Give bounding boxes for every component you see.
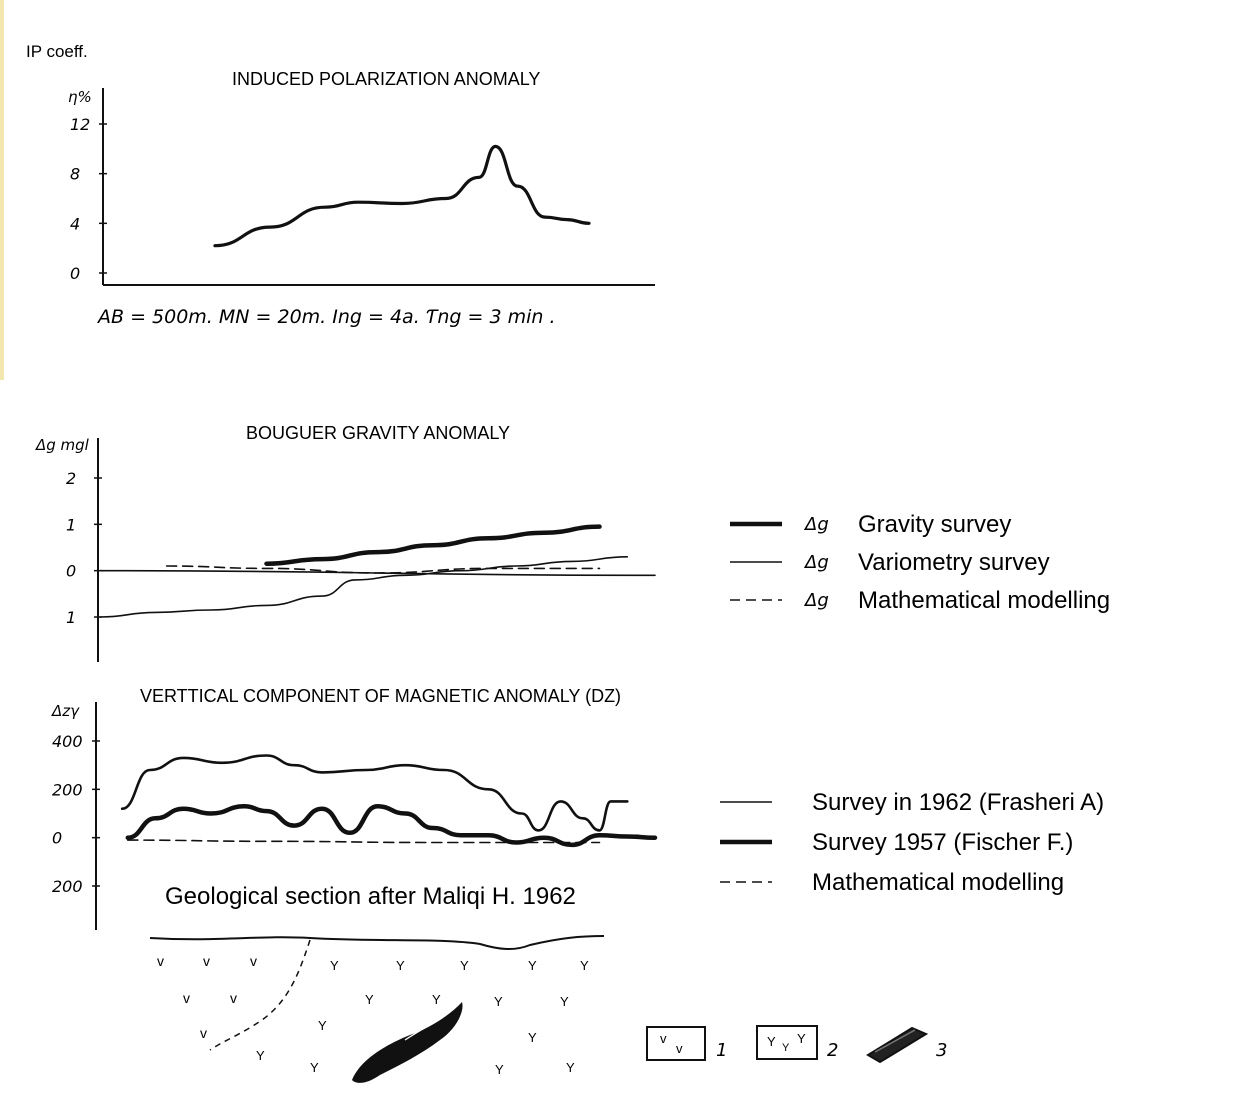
- series-line-survey-1957-fischer-f-: [125, 804, 658, 848]
- intrusive-symbol: Y: [460, 958, 469, 973]
- gravity-legend: Δg Gravity survey Δg Variometry survey Δg Mat…: [730, 511, 1110, 614]
- y-tick-label: 8: [70, 165, 80, 184]
- section-title: Geological section after Maliqi H. 1962: [165, 883, 576, 910]
- intrusive-symbol: Y: [256, 1048, 265, 1063]
- legend-label: Survey 1957 (Fischer F.): [812, 829, 1073, 856]
- volcanic-symbol: v: [203, 953, 210, 969]
- gravity-y-label: Δg mgl: [35, 436, 90, 454]
- series-line-survey-in-1962-frasheri-a-: [120, 754, 629, 832]
- y-tick-label: 4: [70, 214, 80, 233]
- ore-stripe: [404, 1007, 456, 1041]
- legend-number-1: 1: [716, 1040, 727, 1061]
- legend-symbol: Δg: [803, 514, 829, 535]
- y-tick-label: 400: [52, 732, 83, 751]
- y-tick-label: 0: [66, 562, 76, 581]
- volcanic-symbol: v: [183, 990, 190, 1006]
- intrusive-symbol: Y: [495, 1062, 504, 1077]
- ip-y-label: η%: [68, 88, 92, 106]
- volcanic-symbol: v: [157, 953, 164, 969]
- legend-number-2: 2: [827, 1040, 838, 1061]
- legend-box-3: [866, 1026, 929, 1064]
- legend-label: Variometry survey: [858, 549, 1050, 576]
- legend-label: Survey in 1962 (Frasheri A): [812, 789, 1104, 816]
- ip-title: INDUCED POLARIZATION ANOMALY: [232, 69, 540, 89]
- legend-box-3-hatch: [874, 1029, 916, 1053]
- contact-line: [209, 939, 311, 1051]
- ground-surface: [149, 935, 605, 950]
- magnetic-panel: VERTTICAL COMPONENT OF MAGNETIC ANOMALY …: [51, 686, 1104, 930]
- legend-symbol: Δg: [803, 552, 829, 573]
- legend-box-1: [646, 1026, 706, 1061]
- geological-section: Geological section after Maliqi H. 1962 …: [149, 883, 947, 1083]
- intrusive-symbol: Y: [528, 1030, 537, 1045]
- ip-corner-label: IP coeff.: [26, 42, 88, 61]
- intrusive-symbol: Y: [560, 994, 569, 1009]
- series-line-gravity-survey: [264, 524, 602, 566]
- y-tick-label: 0: [70, 264, 80, 283]
- series-line-variometry-survey: [99, 556, 629, 618]
- y-tick-label: 2: [66, 469, 76, 488]
- ore-body: [352, 1002, 463, 1083]
- y-tick-label: 1: [66, 608, 76, 627]
- section-legend: v v 1 Y Y Y 2 3: [646, 1025, 947, 1064]
- legend-symbol: Δg: [803, 590, 829, 611]
- ip-footnote: AB = 500m. MN = 20m. Ing = 4a. Ƭng = 3 m…: [96, 306, 556, 328]
- y-tick-label: 200: [52, 877, 83, 896]
- series-line-baseline: [213, 144, 591, 248]
- intrusive-symbol: Y: [432, 992, 441, 1007]
- ip-panel: IP coeff. INDUCED POLARIZATION ANOMALY η…: [26, 42, 655, 328]
- legend-box-2-mark-c: Y: [797, 1031, 806, 1046]
- volcanic-symbol: v: [250, 953, 257, 969]
- scan-edge: [0, 0, 4, 380]
- legend-label: Mathematical modelling: [858, 587, 1110, 614]
- gravity-panel: BOUGUER GRAVITY ANOMALY Δg mgl 1 0 1 2 Δg Gr…: [35, 423, 1110, 662]
- y-tick-label: 12: [70, 115, 90, 134]
- legend-box-2: [756, 1025, 818, 1060]
- y-tick-label: 1: [66, 515, 76, 534]
- rock-symbols: v v v v v v Y Y Y Y Y Y Y Y Y Y Y Y Y Y Y: [157, 953, 589, 1077]
- volcanic-symbol: v: [200, 1025, 207, 1041]
- intrusive-symbol: Y: [396, 958, 405, 973]
- intrusive-symbol: Y: [365, 992, 374, 1007]
- legend-label: Gravity survey: [858, 511, 1011, 538]
- magnetic-legend: Survey in 1962 (Frasheri A) Survey 1957 (…: [720, 789, 1104, 896]
- intrusive-symbol: Y: [580, 958, 589, 973]
- intrusive-symbol: Y: [330, 958, 339, 973]
- legend-label: Mathematical modelling: [812, 869, 1064, 896]
- magnetic-title: VERTTICAL COMPONENT OF MAGNETIC ANOMALY …: [140, 686, 621, 706]
- intrusive-symbol: Y: [310, 1060, 319, 1075]
- legend-number-3: 3: [936, 1040, 947, 1061]
- y-tick-label: 0: [52, 829, 62, 848]
- legend-box-2-mark-a: Y: [767, 1034, 776, 1049]
- series-line-baseline: [99, 569, 656, 577]
- series-line-mathematical-modelling: [127, 839, 601, 844]
- legend-box-2-mark-b: Y: [782, 1042, 790, 1054]
- magnetic-y-label: Δzγ: [51, 702, 80, 720]
- legend-box-1-mark-b: v: [676, 1041, 683, 1056]
- intrusive-symbol: Y: [528, 958, 537, 973]
- legend-box-1-mark-a: v: [660, 1031, 667, 1046]
- y-tick-label: 200: [52, 780, 83, 799]
- intrusive-symbol: Y: [494, 994, 503, 1009]
- intrusive-symbol: Y: [566, 1060, 575, 1075]
- intrusive-symbol: Y: [318, 1018, 327, 1033]
- gravity-title: BOUGUER GRAVITY ANOMALY: [246, 423, 510, 443]
- volcanic-symbol: v: [230, 990, 237, 1006]
